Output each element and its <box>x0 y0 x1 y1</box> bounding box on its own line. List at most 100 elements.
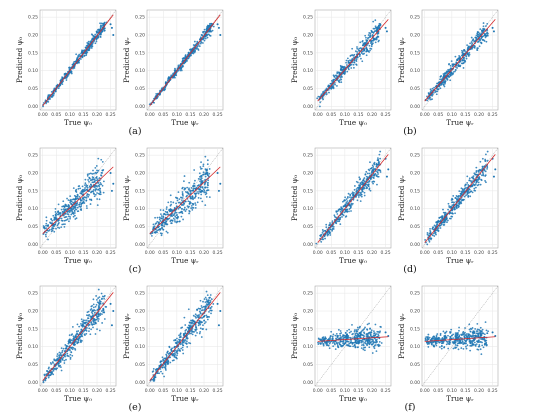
scatter-point <box>348 345 351 348</box>
scatter-point <box>209 294 212 296</box>
scatter-point <box>90 311 93 314</box>
scatter-point <box>376 183 378 186</box>
scatter-point <box>324 229 327 232</box>
y-tick-label: 0.15 <box>303 50 313 56</box>
scatter-point <box>322 230 325 233</box>
scatter-point <box>442 83 445 86</box>
scatter-point <box>377 35 379 38</box>
x-tick-label: 0.05 <box>326 388 336 394</box>
scatter-point <box>327 344 330 347</box>
scatter-point <box>477 183 480 186</box>
scatter-point <box>87 317 90 320</box>
scatter-point <box>343 205 346 207</box>
scatter-point <box>81 196 84 199</box>
scatter-point <box>481 31 483 33</box>
scatter-point <box>203 189 206 192</box>
scatter-point <box>45 235 47 238</box>
scatter-point <box>48 229 51 231</box>
scatter-point <box>156 229 159 232</box>
scatter-point <box>204 296 207 299</box>
scatter-point <box>434 232 437 235</box>
scatter-point <box>87 179 90 181</box>
scatter-point <box>338 208 341 210</box>
scatter-point <box>183 316 186 319</box>
scatter-point <box>74 60 77 63</box>
scatter-point <box>178 349 181 352</box>
scatter-point <box>179 69 182 72</box>
x-tick-label: 0.25 <box>381 250 391 256</box>
scatter-point <box>375 350 378 353</box>
scatter-point <box>329 222 331 224</box>
scatter-point <box>167 201 170 204</box>
scatter-point <box>161 224 164 226</box>
scatter-point <box>355 329 358 331</box>
scatter-point <box>376 340 379 343</box>
scatter-point <box>199 166 202 168</box>
scatter-point <box>92 326 94 329</box>
scatter-point <box>371 340 373 343</box>
scatter-point <box>484 175 487 177</box>
scatter-point <box>70 71 73 74</box>
scatter-point <box>427 92 430 94</box>
y-tick-label: 0.05 <box>303 224 313 230</box>
scatter-point <box>174 76 176 79</box>
scatter-point <box>187 53 190 56</box>
scatter-point <box>201 34 204 37</box>
scatter-point <box>160 360 162 363</box>
scatter-point <box>100 30 103 33</box>
scatter-point <box>457 195 460 197</box>
y-tick-label: 0.10 <box>135 206 145 212</box>
identity-line <box>146 147 224 249</box>
scatter-point <box>112 310 115 312</box>
scatter-point <box>80 51 83 54</box>
scatter-point <box>79 58 82 60</box>
scatter-point <box>54 211 57 213</box>
scatter-point <box>319 101 322 104</box>
scatter-point <box>85 44 88 47</box>
scatter-point <box>52 224 55 227</box>
scatter-point <box>351 342 354 344</box>
scatter-point <box>485 181 487 184</box>
y-tick-label: 0.10 <box>410 206 420 212</box>
scatter-point <box>360 341 363 344</box>
scatter-point <box>58 227 61 229</box>
scatter-point <box>480 29 483 32</box>
scatter-point <box>358 55 361 58</box>
scatter-point <box>79 192 82 195</box>
scatter-point <box>80 205 82 208</box>
scatter-point <box>365 54 368 57</box>
scatter-point <box>161 217 163 220</box>
scatter-point <box>471 47 473 50</box>
y-tick-label: 0.15 <box>135 326 145 332</box>
scatter-point <box>188 181 191 184</box>
scatter-point <box>355 63 357 66</box>
scatter-point <box>362 187 364 190</box>
scatter-point <box>71 63 74 66</box>
scatter-point <box>477 181 480 184</box>
scatter-point <box>360 195 363 198</box>
scatter-point <box>162 359 165 362</box>
scatter-point <box>194 179 196 182</box>
scatter-point <box>182 218 184 221</box>
subplot-f-0: 0.00 0.05 0.10 0.15 0.20 0.250.000.050.100.15… <box>290 285 392 403</box>
scatter-point <box>376 338 378 341</box>
scatter-point <box>338 220 341 223</box>
scatter-point <box>165 356 168 359</box>
y-tick-label: 0.25 <box>28 153 38 159</box>
scatter-point <box>441 217 443 220</box>
scatter-point <box>187 188 190 191</box>
scatter-point <box>74 208 77 210</box>
scatter-point <box>199 330 202 333</box>
y-tick-label: 0.25 <box>135 153 145 159</box>
y-axis-label: Predicted ψᵣ <box>122 313 131 359</box>
scatter-point <box>462 67 465 69</box>
scatter-point <box>329 228 332 231</box>
scatter-point <box>174 211 177 214</box>
scatter-point <box>92 318 95 321</box>
scatter-point <box>176 216 179 218</box>
scatter-point <box>348 210 350 213</box>
scatter-point <box>193 51 196 54</box>
scatter-point <box>345 210 348 213</box>
scatter-point <box>335 222 338 225</box>
